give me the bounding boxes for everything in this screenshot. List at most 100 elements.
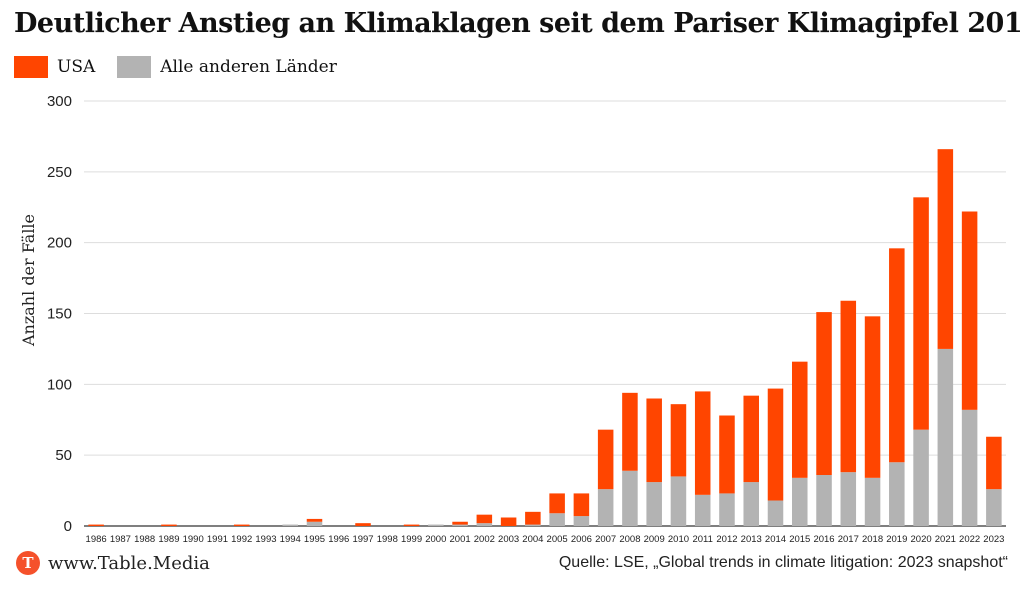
bar-usa-2023 bbox=[986, 436, 1002, 490]
bar-others-2001 bbox=[452, 524, 468, 526]
x-tick-label: 1999 bbox=[401, 534, 422, 545]
x-tick-label: 1987 bbox=[110, 534, 131, 545]
bar-usa-2010 bbox=[670, 404, 687, 477]
bar-usa-1992 bbox=[233, 524, 250, 526]
bar-usa-2017 bbox=[840, 300, 857, 473]
bar-usa-2008 bbox=[622, 392, 638, 471]
x-tick-label: 2013 bbox=[741, 534, 762, 545]
legend: USA Alle anderen Länder bbox=[14, 56, 359, 78]
bar-others-2017 bbox=[840, 472, 857, 526]
bar-others-2009 bbox=[646, 482, 662, 526]
bar-usa-2016 bbox=[816, 312, 832, 475]
bar-others-2002 bbox=[476, 523, 493, 526]
x-tick-label: 1989 bbox=[158, 534, 179, 545]
bar-usa-2013 bbox=[743, 395, 760, 483]
x-tick-label: 2019 bbox=[886, 534, 907, 545]
y-tick-label: 150 bbox=[47, 306, 72, 323]
x-tick-label: 1998 bbox=[377, 534, 398, 545]
bar-others-2023 bbox=[986, 489, 1002, 526]
x-tick-label: 1986 bbox=[86, 534, 107, 545]
bar-others-2007 bbox=[597, 489, 614, 526]
bar-others-1994 bbox=[282, 524, 299, 526]
x-tick-label: 2001 bbox=[450, 534, 471, 545]
bar-usa-1989 bbox=[161, 524, 177, 526]
x-tick-label: 2008 bbox=[619, 534, 640, 545]
bar-usa-1999 bbox=[403, 524, 420, 526]
source-note: Quelle: LSE, „Global trends in climate l… bbox=[558, 554, 1008, 571]
x-tick-label: 2011 bbox=[692, 534, 712, 545]
bar-others-2000 bbox=[428, 524, 444, 526]
y-tick-label: 200 bbox=[47, 235, 72, 252]
bar-others-2018 bbox=[864, 477, 881, 526]
x-tick-label: 1988 bbox=[134, 534, 155, 545]
chart-title: Deutlicher Anstieg an Klimaklagen seit d… bbox=[14, 8, 1024, 39]
bar-usa-2022 bbox=[961, 211, 978, 410]
bar-usa-2005 bbox=[549, 493, 565, 514]
x-tick-label: 2021 bbox=[935, 534, 956, 545]
bar-others-2005 bbox=[549, 513, 565, 526]
bar-others-2004 bbox=[525, 524, 541, 526]
y-tick-label: 250 bbox=[47, 164, 72, 181]
bar-usa-2006 bbox=[573, 493, 590, 517]
legend-swatch-others bbox=[117, 56, 152, 78]
bar-usa-1997 bbox=[355, 523, 371, 526]
x-tick-label: 1991 bbox=[207, 534, 228, 545]
bar-usa-2011 bbox=[694, 391, 711, 495]
x-tick-label: 2004 bbox=[522, 534, 543, 545]
brand-logo[interactable]: T www.Table.Media bbox=[16, 551, 210, 575]
bar-others-2015 bbox=[791, 477, 808, 526]
bar-usa-2003 bbox=[500, 517, 517, 526]
x-tick-label: 1995 bbox=[304, 534, 325, 545]
legend-item-usa: USA bbox=[14, 56, 95, 78]
bar-others-2019 bbox=[889, 462, 905, 526]
bar-usa-2015 bbox=[791, 361, 808, 478]
x-tick-label: 2000 bbox=[425, 534, 446, 545]
bar-usa-2004 bbox=[525, 511, 541, 525]
bar-usa-2014 bbox=[767, 388, 784, 501]
x-tick-label: 2009 bbox=[644, 534, 665, 545]
bar-others-2012 bbox=[719, 493, 735, 526]
bar-others-2016 bbox=[816, 475, 832, 526]
x-tick-label: 2003 bbox=[498, 534, 519, 545]
bar-usa-2019 bbox=[889, 248, 905, 463]
legend-label-others: Alle anderen Länder bbox=[160, 57, 337, 77]
x-tick-label: 2006 bbox=[571, 534, 592, 545]
bar-others-2020 bbox=[913, 429, 929, 526]
y-tick-label: 300 bbox=[47, 93, 72, 110]
bar-usa-1986 bbox=[88, 524, 104, 526]
y-tick-label: 0 bbox=[64, 518, 72, 535]
x-tick-label: 1997 bbox=[352, 534, 373, 545]
y-tick-label: 100 bbox=[47, 376, 72, 393]
bar-others-2021 bbox=[937, 348, 954, 526]
x-tick-label: 1993 bbox=[255, 534, 276, 545]
bars bbox=[88, 149, 1002, 526]
bar-others-2014 bbox=[767, 500, 784, 526]
x-tick-label: 2015 bbox=[789, 534, 810, 545]
x-tick-label: 2010 bbox=[668, 534, 689, 545]
x-tick-label: 2002 bbox=[474, 534, 495, 545]
x-tick-label: 2020 bbox=[911, 534, 932, 545]
bar-others-2011 bbox=[694, 494, 711, 526]
bar-usa-2007 bbox=[597, 429, 614, 490]
bar-usa-2018 bbox=[864, 316, 881, 478]
y-tick-label: 50 bbox=[55, 447, 72, 464]
bar-others-2010 bbox=[670, 476, 687, 526]
legend-label-usa: USA bbox=[57, 57, 96, 77]
bar-others-2022 bbox=[961, 409, 978, 526]
bar-usa-1995 bbox=[306, 518, 323, 522]
x-tick-label: 1992 bbox=[231, 534, 252, 545]
x-tick-label: 1996 bbox=[328, 534, 349, 545]
x-tick-label: 2014 bbox=[765, 534, 786, 545]
bar-others-1995 bbox=[306, 521, 323, 526]
x-tick-label: 1990 bbox=[183, 534, 204, 545]
x-tick-label: 2017 bbox=[838, 534, 859, 545]
x-tick-label: 2022 bbox=[959, 534, 980, 545]
bar-others-2013 bbox=[743, 482, 760, 526]
bar-usa-2012 bbox=[719, 415, 735, 494]
bar-usa-2009 bbox=[646, 398, 662, 483]
brand-name: www.Table.Media bbox=[48, 552, 210, 574]
x-tick-label: 2012 bbox=[716, 534, 737, 545]
x-tick-label: 2023 bbox=[983, 534, 1004, 545]
bar-others-2006 bbox=[573, 516, 590, 526]
